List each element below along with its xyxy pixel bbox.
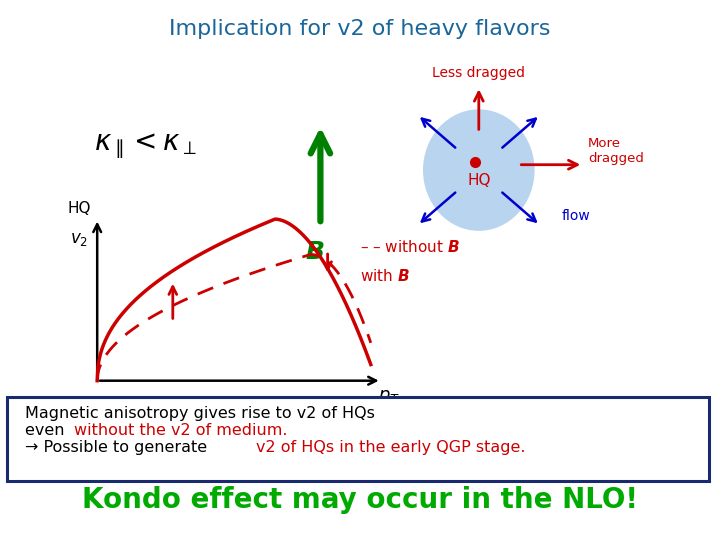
Text: Less dragged: Less dragged xyxy=(432,66,526,80)
Text: Implication for v2 of heavy flavors: Implication for v2 of heavy flavors xyxy=(169,19,551,39)
Text: $p_T$: $p_T$ xyxy=(378,388,400,406)
Text: Kondo effect may occur in the NLO!: Kondo effect may occur in the NLO! xyxy=(82,486,638,514)
Text: without the v2 of medium.: without the v2 of medium. xyxy=(74,423,288,438)
Text: v2 of HQs in the early QGP stage.: v2 of HQs in the early QGP stage. xyxy=(256,440,525,455)
Ellipse shape xyxy=(423,109,534,231)
Text: Magnetic anisotropy gives rise to v2 of HQs: Magnetic anisotropy gives rise to v2 of … xyxy=(25,406,375,421)
Text: – – without $\boldsymbol{B}$: – – without $\boldsymbol{B}$ xyxy=(360,239,460,255)
Text: $v_2$: $v_2$ xyxy=(70,230,89,247)
Text: HQ: HQ xyxy=(467,173,490,188)
Text: $\kappa_{\parallel} < \kappa_{\perp}$: $\kappa_{\parallel} < \kappa_{\perp}$ xyxy=(94,131,197,160)
Text: with $\boldsymbol{B}$: with $\boldsymbol{B}$ xyxy=(360,268,410,285)
Text: → Possible to generate: → Possible to generate xyxy=(25,440,212,455)
Text: HQ: HQ xyxy=(68,201,91,216)
Text: even: even xyxy=(25,423,70,438)
Text: flow: flow xyxy=(562,209,590,223)
FancyBboxPatch shape xyxy=(7,397,709,481)
Text: More
dragged: More dragged xyxy=(588,137,644,165)
Text: $\boldsymbol{B}$: $\boldsymbol{B}$ xyxy=(305,240,325,264)
